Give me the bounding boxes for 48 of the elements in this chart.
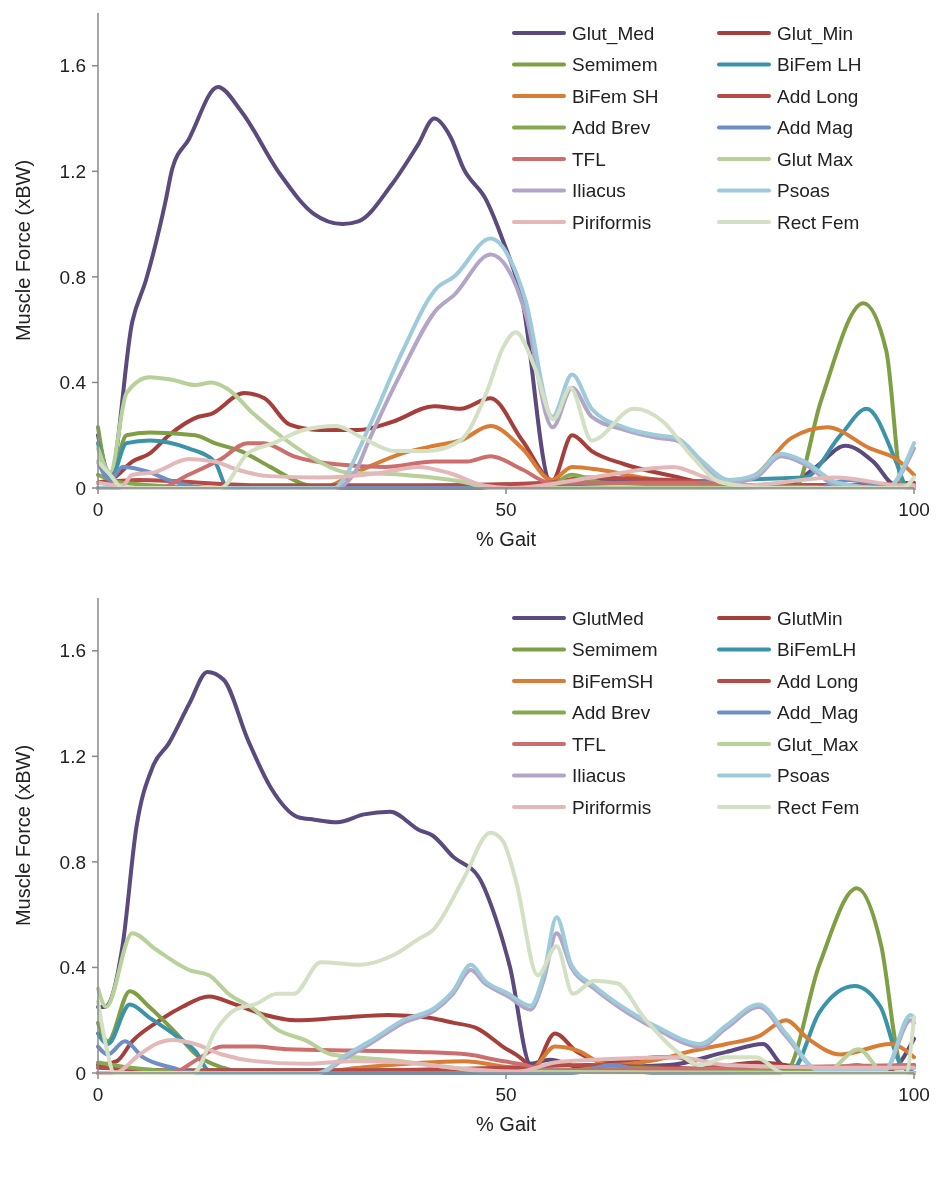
legend-label: BiFemSH [572,670,654,692]
legend-label: Add Brev [572,702,651,724]
legend-label: Iliacus [572,765,626,787]
legend-label: Rect Fem [777,211,860,233]
x-tick-label: 50 [495,499,517,520]
y-tick-label: 0.8 [59,851,86,873]
x-axis-title: % Gait [475,528,537,550]
x-tick-label: 100 [898,1084,930,1105]
y-tick-label: 0.4 [59,372,87,394]
legend-label: Psoas [777,765,830,787]
y-axis-title: Muscle Force (xBW) [12,744,34,927]
legend-label: Semimem [572,639,658,661]
legend-label: Iliacus [572,180,626,202]
y-axis-title: Muscle Force (xBW) [12,159,34,342]
y-tick-label: 1.2 [59,745,86,767]
legend-label: Semimem [572,54,658,76]
x-tick-label: 0 [92,499,104,520]
legend-label: Add Brev [572,117,651,139]
legend-label: BiFem SH [572,85,659,107]
legend-label: Rect Fem [777,796,860,818]
legend-label: GlutMin [777,607,843,629]
legend-label: Add Mag [777,117,854,139]
x-axis-title: % Gait [475,1113,537,1135]
y-tick-label: 0 [75,1062,86,1084]
legend-label: Glut_Med [572,22,655,45]
legend-label: TFL [572,733,606,755]
legend-label: BiFem LH [777,54,862,76]
legend-label: Add Long [777,85,859,107]
x-tick-label: 100 [898,499,930,520]
legend-label: Glut Max [777,148,854,170]
legend-label: Glut_Min [777,22,854,45]
legend-label: Add_Mag [777,702,859,725]
legend-label: Add Long [777,670,859,692]
y-tick-label: 1.2 [59,160,86,182]
x-tick-label: 0 [92,1084,104,1105]
y-tick-label: 0.8 [59,266,86,288]
y-tick-label: 1.6 [59,640,86,662]
legend-label: BiFemLH [777,639,857,661]
y-tick-label: 0 [75,477,86,499]
x-tick-label: 50 [495,1084,517,1105]
legend-label: Piriformis [572,211,652,233]
y-tick-label: 0.4 [59,957,87,979]
y-tick-label: 1.6 [59,55,86,77]
legend-label: GlutMed [572,607,644,629]
legend-label: Glut_Max [777,733,859,756]
legend-label: Psoas [777,180,830,202]
legend-label: Piriformis [572,796,652,818]
legend-label: TFL [572,148,606,170]
